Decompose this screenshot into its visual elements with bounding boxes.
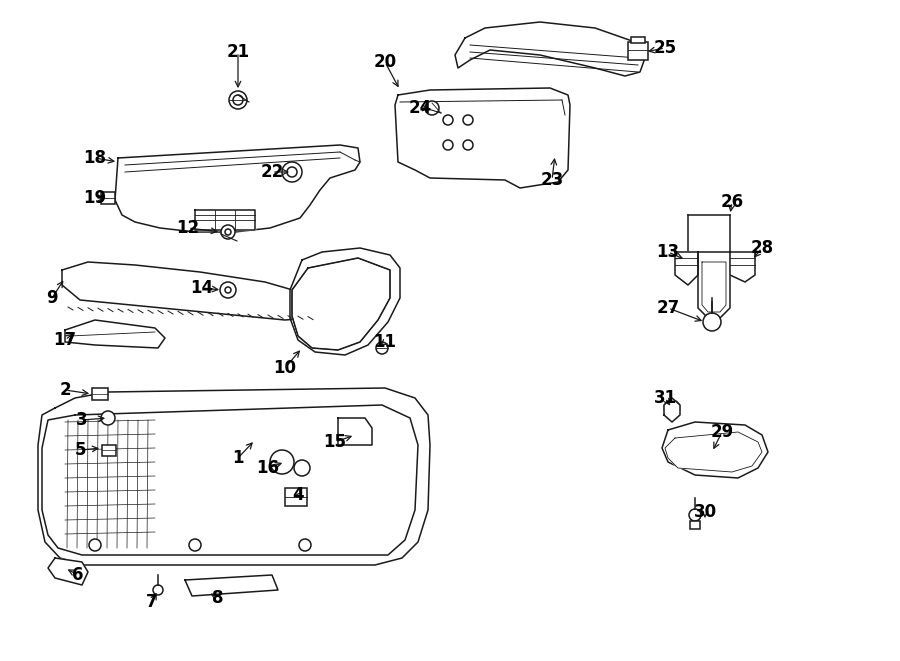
Polygon shape xyxy=(664,398,680,422)
Polygon shape xyxy=(42,405,418,555)
Circle shape xyxy=(220,282,236,298)
Polygon shape xyxy=(675,252,698,285)
Text: 17: 17 xyxy=(53,331,76,349)
Polygon shape xyxy=(702,262,726,312)
Polygon shape xyxy=(185,575,278,596)
Circle shape xyxy=(294,460,310,476)
Text: 30: 30 xyxy=(693,503,716,521)
Bar xyxy=(92,388,108,400)
Text: 25: 25 xyxy=(653,39,677,57)
Text: 14: 14 xyxy=(191,279,213,297)
Text: 20: 20 xyxy=(374,53,397,71)
Text: 26: 26 xyxy=(720,193,743,211)
Circle shape xyxy=(225,229,231,235)
Polygon shape xyxy=(455,22,645,76)
Polygon shape xyxy=(338,418,372,445)
Text: 27: 27 xyxy=(656,299,680,317)
Text: 22: 22 xyxy=(260,163,284,181)
Polygon shape xyxy=(38,388,430,565)
Polygon shape xyxy=(395,88,570,188)
Circle shape xyxy=(664,400,680,416)
Bar xyxy=(628,42,648,60)
Text: 21: 21 xyxy=(227,43,249,61)
Bar xyxy=(102,445,116,456)
Text: 11: 11 xyxy=(374,333,397,351)
Text: 10: 10 xyxy=(274,359,296,377)
Text: 19: 19 xyxy=(84,189,106,207)
Text: 28: 28 xyxy=(751,239,774,257)
Text: 5: 5 xyxy=(74,441,86,459)
Text: 8: 8 xyxy=(212,589,224,607)
Text: 2: 2 xyxy=(59,381,71,399)
Text: 31: 31 xyxy=(653,389,677,407)
Circle shape xyxy=(443,115,453,125)
Circle shape xyxy=(101,411,115,425)
Text: 23: 23 xyxy=(540,171,563,189)
Circle shape xyxy=(189,539,201,551)
Circle shape xyxy=(229,91,247,109)
Text: 29: 29 xyxy=(710,423,734,441)
Circle shape xyxy=(443,140,453,150)
Polygon shape xyxy=(292,258,390,350)
Circle shape xyxy=(221,225,235,239)
Circle shape xyxy=(287,167,297,177)
Circle shape xyxy=(425,101,439,115)
Bar xyxy=(690,521,700,529)
Circle shape xyxy=(233,95,243,105)
Bar xyxy=(631,37,645,43)
Text: 18: 18 xyxy=(84,149,106,167)
Text: 13: 13 xyxy=(656,243,680,261)
Polygon shape xyxy=(62,262,318,320)
Polygon shape xyxy=(662,422,768,478)
Bar xyxy=(101,192,115,204)
Text: 9: 9 xyxy=(46,289,58,307)
Circle shape xyxy=(282,162,302,182)
Polygon shape xyxy=(65,320,165,348)
Text: 12: 12 xyxy=(176,219,200,237)
Text: 3: 3 xyxy=(76,411,88,429)
Polygon shape xyxy=(48,558,88,585)
Circle shape xyxy=(689,509,701,521)
Text: 7: 7 xyxy=(146,593,158,611)
Circle shape xyxy=(270,450,294,474)
Text: 6: 6 xyxy=(72,566,84,584)
Circle shape xyxy=(153,585,163,595)
Polygon shape xyxy=(115,145,360,232)
Text: 16: 16 xyxy=(256,459,280,477)
Bar xyxy=(285,488,307,506)
Polygon shape xyxy=(698,252,730,318)
Circle shape xyxy=(225,287,231,293)
Circle shape xyxy=(376,342,388,354)
Polygon shape xyxy=(292,258,390,350)
Circle shape xyxy=(463,115,473,125)
Circle shape xyxy=(89,539,101,551)
Polygon shape xyxy=(290,248,400,355)
Circle shape xyxy=(703,313,721,331)
Polygon shape xyxy=(730,252,755,282)
Text: 24: 24 xyxy=(409,99,432,117)
Polygon shape xyxy=(195,210,255,230)
Text: 1: 1 xyxy=(232,449,244,467)
Circle shape xyxy=(463,140,473,150)
Polygon shape xyxy=(665,432,762,472)
Text: 4: 4 xyxy=(292,486,304,504)
Text: 15: 15 xyxy=(323,433,346,451)
Circle shape xyxy=(299,539,311,551)
